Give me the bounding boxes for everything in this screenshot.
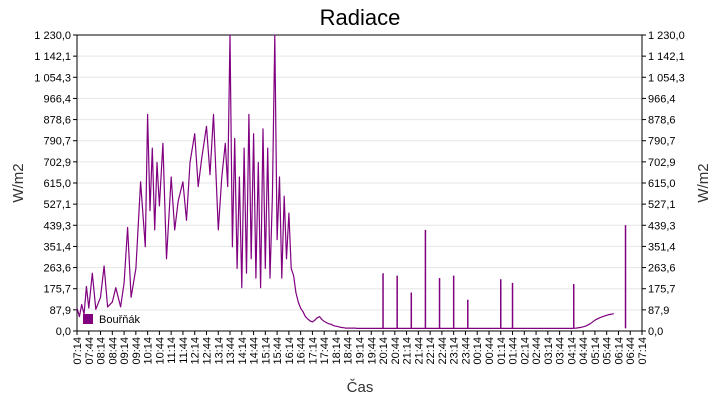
x-tick-label: 11:44 (178, 337, 190, 364)
y-tick-label-right: 702,9 (648, 157, 676, 169)
x-tick-label: 23:44 (460, 337, 472, 365)
x-tick-label: 17:44 (319, 337, 331, 365)
x-tick-label: 21:44 (413, 337, 425, 365)
x-tick-label: 08:14 (96, 337, 108, 365)
x-tick-label: 03:44 (555, 337, 567, 365)
x-tick-label: 11:14 (166, 337, 178, 364)
x-tick-label: 17:14 (307, 337, 319, 365)
x-tick-label: 04:14 (566, 337, 578, 365)
x-tick-label: 19:14 (355, 337, 367, 365)
y-tick-label-left: 263,6 (43, 263, 71, 275)
y-tick-label-right: 790,7 (648, 136, 676, 148)
x-tick-label: 07:44 (84, 337, 96, 365)
y-tick-label-left: 439,3 (43, 220, 71, 232)
y-tick-label-left: 1 230,0 (34, 30, 71, 42)
x-tick-label: 18:44 (343, 337, 355, 365)
x-tick-label: 16:44 (296, 337, 308, 365)
x-tick-label: 09:14 (119, 337, 131, 365)
y-tick-label-left: 0,0 (56, 326, 71, 338)
chart-title: Radiace (320, 5, 401, 30)
x-tick-label: 10:14 (143, 337, 155, 365)
x-tick-label: 02:44 (531, 337, 543, 365)
x-tick-label: 00:14 (472, 337, 484, 365)
legend: Bouřňák (83, 314, 140, 326)
y-tick-label-right: 87,9 (648, 305, 669, 317)
y-tick-label-left: 175,7 (43, 284, 71, 296)
y-tick-label-right: 966,4 (648, 93, 676, 105)
y-ticks-left: 0,0 87,9 175,7 263,6 351,4 439,3 527,1 615,0 702… (34, 30, 77, 338)
x-tick-label: 01:14 (496, 337, 508, 365)
x-tick-label: 06:14 (613, 337, 625, 365)
y-tick-label-left: 878,6 (43, 115, 71, 127)
x-tick-label: 15:44 (272, 337, 284, 365)
y-axis-label-left: W/m2 (10, 163, 27, 202)
y-tick-label-right: 1 054,3 (648, 72, 685, 84)
y-tick-label-right: 0,0 (648, 326, 663, 338)
x-tick-label: 09:44 (131, 337, 143, 365)
x-tick-label: 14:14 (237, 337, 249, 365)
y-tick-label-left: 966,4 (43, 93, 71, 105)
legend-label: Bouřňák (99, 314, 140, 326)
x-tick-label: 20:14 (378, 337, 390, 365)
y-tick-label-left: 790,7 (43, 136, 71, 148)
x-tick-label: 10:44 (154, 337, 166, 365)
x-tick-label: 18:14 (331, 337, 343, 365)
x-ticks: 07:14 07:44 08:14 08:44 09:14 09:44 10:14 10:44… (72, 331, 649, 365)
y-tick-label-left: 351,4 (43, 241, 71, 253)
y-ticks-right: 0,0 87,9 175,7 263,6 351,4 439,3 527,1 615,0 702… (642, 30, 685, 338)
x-tick-label: 08:44 (107, 337, 119, 365)
y-tick-label-right: 175,7 (648, 284, 676, 296)
y-tick-label-right: 878,6 (648, 115, 676, 127)
y-tick-label-left: 1 142,1 (34, 51, 71, 63)
x-tick-label: 12:14 (190, 337, 202, 365)
x-tick-label: 20:44 (390, 337, 402, 365)
x-tick-label: 19:44 (366, 337, 378, 365)
y-tick-label-left: 87,9 (50, 305, 71, 317)
y-tick-label-right: 615,0 (648, 178, 676, 190)
y-tick-label-left: 615,0 (43, 178, 71, 190)
x-tick-label: 05:14 (590, 337, 602, 365)
legend-swatch (83, 314, 93, 324)
x-tick-label: 23:14 (449, 337, 461, 365)
x-tick-label: 07:14 (637, 337, 649, 365)
y-tick-label-right: 351,4 (648, 241, 676, 253)
y-tick-label-right: 527,1 (648, 199, 676, 211)
x-tick-label: 02:14 (519, 337, 531, 365)
x-tick-label: 01:44 (508, 337, 520, 365)
y-tick-label-right: 263,6 (648, 263, 676, 275)
x-tick-label: 07:14 (72, 337, 84, 365)
x-tick-label: 05:44 (602, 337, 614, 365)
x-tick-label: 22:44 (437, 337, 449, 365)
x-tick-label: 00:44 (484, 337, 496, 365)
series-group (76, 34, 627, 329)
grid-lines (77, 34, 642, 332)
x-tick-label: 13:14 (213, 337, 225, 365)
x-tick-label: 16:14 (284, 337, 296, 365)
x-tick-label: 22:14 (425, 337, 437, 365)
x-axis-label: Čas (347, 379, 374, 396)
x-tick-label: 03:14 (543, 337, 555, 365)
y-tick-label-left: 1 054,3 (34, 72, 71, 84)
x-tick-label: 14:44 (249, 337, 261, 365)
x-tick-label: 15:14 (260, 337, 272, 365)
y-axis-label-right: W/m2 (695, 163, 712, 202)
x-tick-label: 04:44 (578, 337, 590, 365)
y-tick-label-left: 527,1 (43, 199, 71, 211)
x-tick-label: 13:44 (225, 337, 237, 365)
x-tick-label: 21:14 (402, 337, 414, 365)
y-tick-label-left: 702,9 (43, 157, 71, 169)
x-tick-label: 06:44 (625, 337, 637, 365)
y-tick-label-right: 439,3 (648, 220, 676, 232)
y-tick-label-right: 1 142,1 (648, 51, 685, 63)
series-line (76, 34, 614, 329)
y-tick-label-right: 1 230,0 (648, 30, 685, 42)
x-tick-label: 12:44 (201, 337, 213, 365)
